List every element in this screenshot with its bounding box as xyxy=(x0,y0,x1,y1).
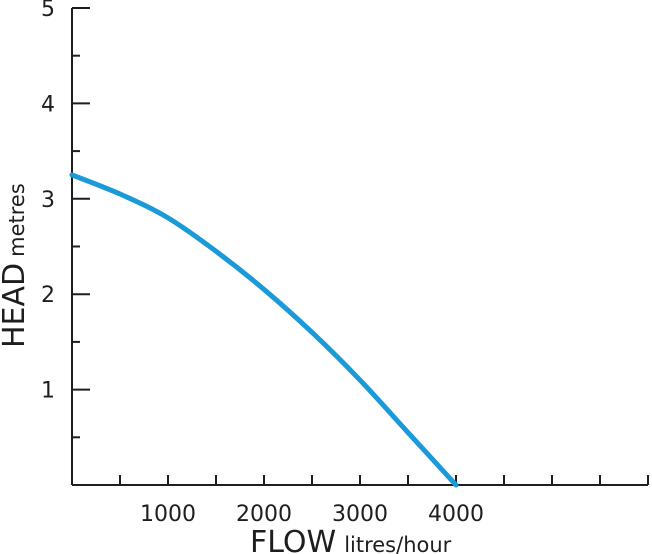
x-axis-title: FLOW litres/hour xyxy=(250,525,452,554)
y-axis-unit: metres xyxy=(5,183,29,257)
y-axis-title: HEAD metres xyxy=(0,183,32,348)
x-tick-label: 3000 xyxy=(332,502,388,527)
x-tick-label: 4000 xyxy=(428,502,484,527)
x-tick-label: 2000 xyxy=(236,502,292,527)
y-tick-label: 1 xyxy=(41,379,55,404)
axes xyxy=(71,8,648,486)
y-tick-label: 3 xyxy=(41,188,55,213)
y-tick-labels: 1 2 3 4 5 xyxy=(41,0,55,404)
y-axis-label: HEAD xyxy=(0,263,32,348)
x-axis-label: FLOW xyxy=(250,525,336,554)
x-ticks xyxy=(119,475,649,485)
x-tick-label: 1000 xyxy=(140,502,196,527)
y-tick-label: 2 xyxy=(41,283,55,308)
y-ticks xyxy=(72,7,90,439)
y-tick-label: 5 xyxy=(41,0,55,22)
x-tick-labels: 1000 2000 3000 4000 xyxy=(140,502,484,527)
y-tick-label: 4 xyxy=(41,92,55,117)
x-axis-unit: litres/hour xyxy=(344,533,451,554)
head-flow-curve xyxy=(69,172,459,488)
